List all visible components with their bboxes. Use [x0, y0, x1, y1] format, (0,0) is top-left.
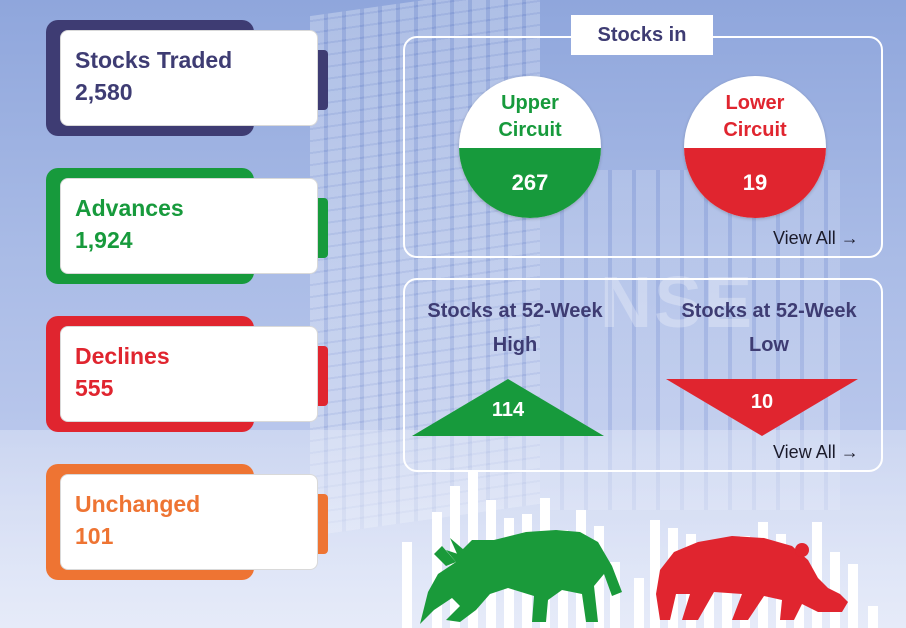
stat-card-tab	[318, 494, 328, 554]
stat-label: Unchanged	[75, 491, 201, 517]
bear-icon	[656, 536, 848, 620]
circuit-view-all-link[interactable]: View All →	[773, 228, 859, 248]
stat-value: 2,580	[75, 79, 133, 105]
week52-low-down-triangle-icon[interactable]	[666, 379, 858, 436]
upper-circuit-label-line2: Circuit	[498, 119, 562, 141]
stat-label: Stocks Traded	[75, 47, 233, 73]
stat-card-tab	[318, 346, 328, 406]
stat-card-tab	[318, 198, 328, 258]
stat-value: 1,924	[75, 227, 133, 253]
stat-label: Declines	[75, 343, 170, 369]
lower-circuit-label-line2: Circuit	[723, 119, 787, 141]
bull-icon	[420, 530, 622, 624]
lower-circuit-circle[interactable]: Lower Circuit 19	[684, 76, 826, 218]
week52-low-value: 10	[750, 391, 774, 413]
stat-card-unchanged: Unchanged 101	[46, 464, 328, 580]
stat-card-front: Stocks Traded 2,580	[60, 30, 318, 126]
stat-card-tab	[318, 50, 328, 110]
bull-bear-illustration	[402, 472, 878, 628]
week52-view-all-link[interactable]: View All →	[773, 442, 859, 462]
lower-circuit-label: Lower Circuit	[684, 76, 826, 148]
stat-card-advances: Advances 1,924	[46, 168, 328, 284]
upper-circuit-label: Upper Circuit	[459, 76, 601, 148]
upper-circuit-label-line1: Upper	[501, 92, 559, 114]
week52-low-label-line1: Stocks at 52-Week	[681, 300, 857, 322]
week52-panel	[403, 278, 883, 472]
stat-card-stocks-traded: Stocks Traded 2,580	[46, 20, 328, 136]
stat-value: 101	[75, 523, 114, 549]
stat-card-front: Unchanged 101	[60, 474, 318, 570]
circuit-panel-title: Stocks in	[571, 15, 713, 55]
week52-high-up-triangle-icon[interactable]	[412, 379, 604, 436]
week52-low-label-line2: Low	[749, 334, 789, 356]
lower-circuit-label-line1: Lower	[725, 92, 785, 114]
stat-label: Advances	[75, 195, 184, 221]
stat-card-front: Advances 1,924	[60, 178, 318, 274]
upper-circuit-circle[interactable]: Upper Circuit 267	[459, 76, 601, 218]
stat-card-declines: Declines 555	[46, 316, 328, 432]
stat-card-front: Declines 555	[60, 326, 318, 422]
stat-value: 555	[75, 375, 114, 401]
week52-high-label-line2: High	[492, 334, 538, 356]
week52-high-label-line1: Stocks at 52-Week	[427, 300, 603, 322]
week52-high-label: Stocks at 52-Week High	[412, 294, 618, 362]
week52-high-value: 114	[491, 399, 525, 421]
background-nse-sign: NSE	[600, 263, 755, 343]
week52-low-label: Stocks at 52-Week Low	[666, 294, 872, 362]
